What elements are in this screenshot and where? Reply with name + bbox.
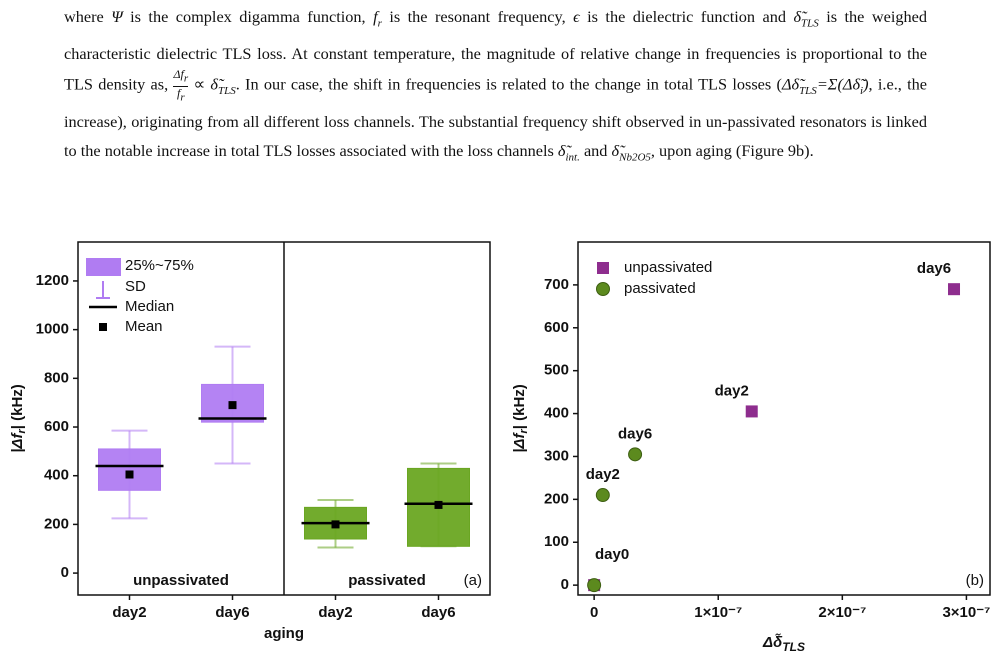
y-tick-label: 1000 [36,321,69,338]
x-axis-label: aging [264,625,304,642]
legend-label: Median [125,298,174,315]
legend-marker [596,282,610,296]
y-tick-label: 400 [544,405,569,422]
x-tick-label: 3×10⁻⁷ [942,604,990,621]
y-tick-label: 800 [44,369,69,386]
point [745,405,758,418]
point [595,488,610,503]
x-axis-label: Δδ̃TLS [762,633,805,654]
y-axis-label: |Δfr| (kHz) [511,384,530,453]
x-tick-label: day2 [318,604,352,621]
y-tick-label: 300 [544,447,569,464]
label-part: Δδ̃ [762,633,783,651]
group-label: passivated [348,572,426,589]
x-tick-label: day6 [421,604,455,621]
y-axis-label: |Δfr| (kHz) [9,384,28,453]
point-label: day2 [586,466,620,483]
y-tick-label: 600 [544,319,569,336]
annotation: day0 [595,546,629,563]
label-part: TLS [782,640,805,654]
label-part: |Δf [511,432,528,453]
mean [331,520,340,529]
legend-label: unpassivated [624,259,712,276]
legend-label: passivated [624,280,696,297]
mean [125,470,134,479]
point-label: day2 [715,382,749,399]
mean [228,401,237,410]
plot-frame [577,241,991,596]
fraction: Δfr fr [173,67,189,104]
y-tick-label: 1200 [36,272,69,289]
label-part: | (kHz) [9,384,26,429]
y-tick-label: 0 [61,564,69,581]
x-tick-label: 1×10⁻⁷ [694,604,742,621]
y-tick-label: 600 [44,418,69,435]
x-tick-label: day6 [215,604,249,621]
panel-label: (a) [464,572,482,589]
label-part: | (kHz) [511,384,528,429]
point-label: day6 [917,260,951,277]
legend-label: SD [125,278,146,295]
y-tick-label: 400 [44,467,69,484]
y-tick-label: 200 [544,490,569,507]
y-tick-label: 200 [44,515,69,532]
box [98,448,161,491]
x-tick-label: 0 [590,604,598,621]
paragraph: where Ψ is the complex digamma function,… [64,7,928,164]
legend-marker [597,262,609,274]
panel-label: (b) [966,572,984,589]
y-tick-label: 500 [544,362,569,379]
legend-box [86,258,121,276]
label-part: r [518,429,530,434]
point-label: day6 [618,425,652,442]
point [948,283,961,296]
mean [434,500,443,509]
point [628,447,643,462]
label-part: r [16,429,28,434]
legend-label: 25%~75% [125,257,194,274]
legend-mean [99,323,107,331]
y-tick-label: 0 [561,576,569,593]
legend-label: Mean [125,318,163,335]
x-tick-label: day2 [112,604,146,621]
group-label: unpassivated [133,572,229,589]
x-tick-label: 2×10⁻⁷ [818,604,866,621]
label-part: |Δf [9,432,26,453]
y-tick-label: 700 [544,276,569,293]
y-tick-label: 100 [544,533,569,550]
point [587,578,602,593]
